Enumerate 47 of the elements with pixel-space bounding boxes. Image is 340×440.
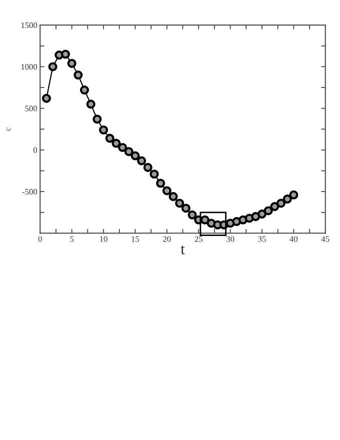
point (86, 100, 96, 109)
point (48, 62, 58, 72)
x-tick-label: 5 (70, 236, 74, 242)
point (112, 138, 121, 148)
point (42, 94, 51, 103)
point (130, 151, 140, 160)
y-tick-label: 1000 (21, 64, 38, 70)
point (80, 85, 90, 95)
point (137, 156, 146, 166)
point (181, 204, 190, 213)
point (143, 162, 152, 172)
point (67, 58, 76, 68)
point (270, 202, 280, 212)
y-tick-label: 1500 (21, 22, 38, 28)
point (257, 210, 267, 219)
point (156, 178, 166, 188)
y-tick-label: 500 (25, 106, 38, 112)
point (92, 114, 102, 124)
point (124, 147, 134, 156)
point (188, 210, 197, 220)
y-tick-label: 0 (33, 147, 38, 153)
point (289, 190, 298, 200)
x-tick-label: 20 (163, 236, 171, 242)
x-tick-label: 30 (226, 236, 234, 242)
x-tick-label: 40 (290, 236, 298, 242)
point (60, 50, 70, 59)
point (118, 142, 128, 152)
x-tick-label: 10 (100, 236, 108, 242)
point (251, 212, 260, 222)
x-tick-label: 35 (258, 236, 266, 242)
point (98, 125, 108, 134)
point (150, 170, 159, 179)
point (282, 194, 292, 204)
x-tick-label: 0 (38, 236, 42, 242)
point (168, 192, 178, 202)
point (276, 198, 286, 208)
point (105, 134, 114, 143)
x-axis-title: t (180, 246, 185, 254)
x-tick-label: 45 (321, 236, 330, 242)
point (74, 70, 83, 80)
point (175, 198, 184, 208)
y-tick-label: -500 (22, 188, 38, 195)
y-axis-title: c (6, 128, 11, 131)
point (162, 186, 172, 196)
x-tick-label: 15 (132, 236, 140, 242)
x-tick-label: 25 (194, 236, 202, 242)
point (264, 206, 273, 216)
